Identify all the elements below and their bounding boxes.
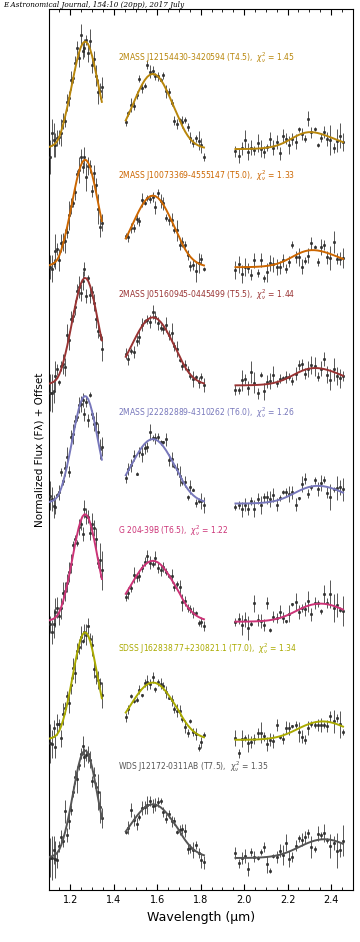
X-axis label: Wavelength (μm): Wavelength (μm) [147, 911, 255, 923]
Text: WDS J12172-0311AB (T7.5),  $\chi^2_\nu$ = 1.35: WDS J12172-0311AB (T7.5), $\chi^2_\nu$ =… [118, 759, 269, 774]
Text: 2MASS J22282889-4310262 (T6.0),  $\chi^2_\nu$ = 1.26: 2MASS J22282889-4310262 (T6.0), $\chi^2_… [118, 405, 295, 420]
Text: 2MASS J10073369-4555147 (T5.0),  $\chi^2_\nu$ = 1.33: 2MASS J10073369-4555147 (T5.0), $\chi^2_… [118, 169, 295, 184]
Text: 2MASS J12154430-3420594 (T4.5),  $\chi^2_\nu$ = 1.45: 2MASS J12154430-3420594 (T4.5), $\chi^2_… [118, 50, 295, 65]
Y-axis label: Normalized Flux (Fλ) + Offset: Normalized Flux (Fλ) + Offset [35, 373, 44, 527]
Text: SDSS J162838.77+230821.1 (T7.0),  $\chi^2_\nu$ = 1.34: SDSS J162838.77+230821.1 (T7.0), $\chi^2… [118, 642, 297, 656]
Text: G 204-39B (T6.5),  $\chi^2_\nu$ = 1.22: G 204-39B (T6.5), $\chi^2_\nu$ = 1.22 [118, 523, 229, 538]
Text: E Astronomical Journal, 154:10 (20pp), 2017 July: E Astronomical Journal, 154:10 (20pp), 2… [4, 1, 185, 9]
Text: 2MASS J05160945-0445499 (T5.5),  $\chi^2_\nu$ = 1.44: 2MASS J05160945-0445499 (T5.5), $\chi^2_… [118, 286, 296, 301]
